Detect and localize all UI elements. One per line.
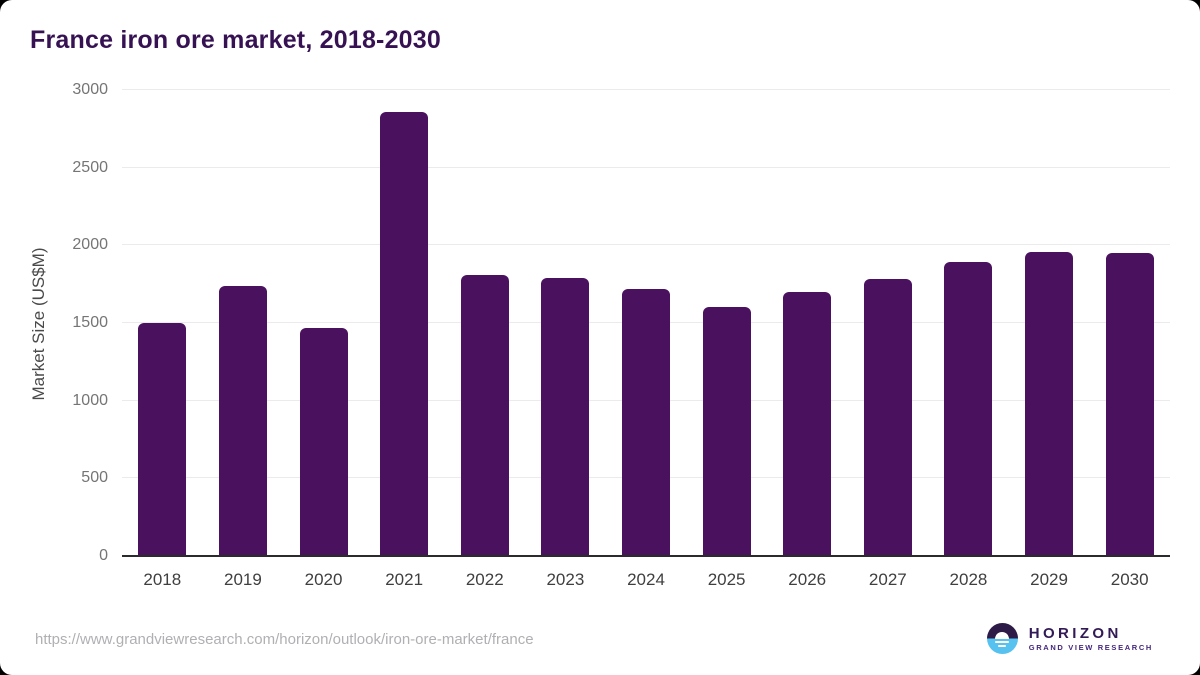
- x-tick-label: 2018: [143, 570, 182, 589]
- gridline: [122, 166, 1170, 168]
- y-tick-label: 2000: [72, 236, 108, 254]
- x-tick-label: 2028: [949, 570, 988, 589]
- horizon-logo: HORIZON GRAND VIEW RESEARCH: [986, 623, 1153, 654]
- bar-2029: [1025, 251, 1074, 556]
- bar-2019: [218, 285, 267, 556]
- x-tick-label: 2022: [465, 570, 504, 589]
- x-tick-label: 2023: [546, 570, 585, 589]
- logo-text: HORIZON GRAND VIEW RESEARCH: [1029, 626, 1153, 652]
- bar-2020: [299, 327, 348, 556]
- x-tick-label: 2030: [1110, 570, 1149, 589]
- ripple-icon: [998, 645, 1007, 648]
- x-tick-label: 2025: [707, 570, 746, 589]
- y-tick-label: 3000: [72, 81, 108, 98]
- gridline: [122, 244, 1170, 246]
- plot-area: 0 500 1000 1500 2000 2500 3000 2018 2019 2020 2021…: [72, 81, 1170, 589]
- logo-sub-brand: GRAND VIEW RESEARCH: [1028, 642, 1153, 652]
- bar-2023: [541, 277, 590, 556]
- ripple-icon: [995, 640, 1010, 643]
- logo-brand: HORIZON: [1028, 624, 1122, 642]
- x-tick-label: 2021: [385, 570, 424, 589]
- x-tick-label: 2019: [224, 570, 262, 589]
- bar-2024: [622, 288, 670, 556]
- bar-2018: [138, 323, 187, 556]
- x-tick-label: 2024: [627, 570, 665, 589]
- bar-2025: [702, 306, 751, 556]
- bar-2027: [863, 278, 912, 556]
- source-url: https://www.grandviewresearch.com/horizo…: [35, 631, 534, 648]
- x-tick-label: 2029: [1030, 570, 1068, 589]
- y-tick-label: 1500: [72, 314, 108, 331]
- bar-2030: [1105, 253, 1154, 556]
- bar-2021: [380, 111, 429, 556]
- y-tick-label: 1000: [72, 391, 108, 409]
- bar-2022: [460, 274, 509, 556]
- sun-icon: [995, 631, 1010, 639]
- x-tick-label: 2026: [788, 570, 827, 589]
- y-tick-label: 0: [99, 547, 108, 564]
- bar-2028: [944, 262, 993, 556]
- y-axis-title: Market Size (US$M): [29, 247, 48, 401]
- gridline: [122, 89, 1170, 90]
- x-tick-label: 2020: [304, 570, 343, 589]
- bar-2026: [783, 291, 832, 556]
- y-tick-label: 2500: [72, 158, 108, 176]
- chart-title: France iron ore market, 2018-2030: [30, 26, 441, 54]
- horizon-logo-icon: [986, 623, 1018, 654]
- y-tick-label: 500: [81, 469, 108, 487]
- x-axis-line: [122, 555, 1170, 557]
- x-tick-label: 2027: [868, 570, 907, 589]
